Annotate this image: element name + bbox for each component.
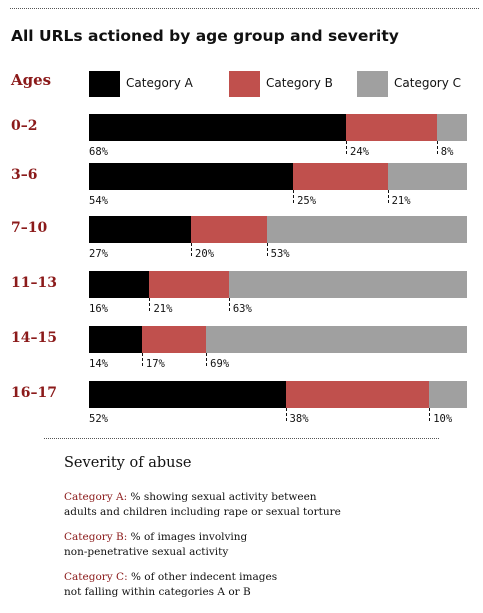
legend-label: Category B — [266, 76, 333, 90]
bar-segment — [206, 326, 467, 353]
note-text: % of images involving — [127, 531, 248, 543]
severity-note: Category B: % of images involving non-pen… — [64, 530, 464, 560]
ages-axis-label: Ages — [11, 71, 52, 89]
percent-label: 54% — [89, 195, 108, 207]
note-text-continued: non-penetrative sexual activity — [64, 546, 229, 558]
note-category-key: Category B: — [64, 531, 128, 543]
bar-segment — [141, 326, 207, 353]
age-group-label: 11–13 — [11, 275, 57, 291]
legend-swatch — [357, 71, 388, 97]
percent-label: 16% — [89, 303, 108, 315]
age-group-label: 3–6 — [11, 167, 38, 183]
segment-tick — [286, 408, 287, 421]
percent-label: 53% — [270, 248, 290, 260]
note-text: % showing sexual activity between — [127, 491, 317, 503]
bar-segment — [89, 163, 294, 190]
bar-segment — [89, 114, 347, 141]
segment-tick — [437, 141, 438, 154]
segment-tick — [149, 298, 150, 311]
note-text: % of other indecent images — [127, 571, 278, 583]
bar-segment — [89, 271, 150, 298]
bar-segment — [149, 271, 229, 298]
percent-label: 68% — [89, 146, 108, 158]
severity-note: Category C: % of other indecent images no… — [64, 570, 464, 600]
legend-label: Category C — [394, 76, 462, 90]
bar-segment — [89, 216, 192, 243]
percent-label: 25% — [297, 195, 317, 207]
chart-title: All URLs actioned by age group and sever… — [11, 27, 399, 45]
percent-label: 21% — [153, 303, 173, 315]
percent-label: 69% — [210, 358, 230, 370]
age-group-label: 16–17 — [11, 385, 57, 401]
age-group-label: 0–2 — [11, 118, 38, 134]
notes-title: Severity of abuse — [64, 455, 192, 471]
bar-segment — [387, 163, 467, 190]
legend-swatch — [229, 71, 260, 97]
note-category-key: Category C: — [64, 571, 128, 583]
percent-label: 24% — [350, 146, 369, 158]
segment-tick — [206, 353, 207, 366]
segment-tick — [346, 141, 347, 154]
percent-label: 38% — [289, 413, 309, 425]
bar-segment — [285, 381, 430, 408]
bar-segment — [429, 381, 467, 408]
percent-label: 52% — [89, 413, 108, 425]
age-group-label: 7–10 — [11, 220, 48, 236]
severity-note: Category A: % showing sexual activity be… — [64, 490, 464, 520]
percent-label: 8% — [440, 146, 454, 158]
percent-label: 20% — [195, 248, 215, 260]
bar-segment — [89, 326, 142, 353]
bar-segment — [191, 216, 267, 243]
top-divider — [10, 8, 479, 9]
percent-label: 17% — [145, 358, 165, 370]
legend-label: Category A — [126, 76, 193, 90]
note-category-key: Category A: — [64, 491, 128, 503]
percent-label: 63% — [232, 303, 252, 315]
segment-tick — [429, 408, 430, 421]
segment-tick — [142, 353, 143, 366]
segment-tick — [388, 190, 389, 203]
bar-segment — [436, 114, 467, 141]
bottom-divider — [44, 438, 439, 439]
segment-tick — [191, 243, 192, 256]
note-text-continued: adults and children including rape or se… — [64, 506, 341, 518]
bar-segment — [346, 114, 437, 141]
bar-segment — [228, 271, 467, 298]
percent-label: 10% — [433, 413, 453, 425]
bar-segment — [89, 381, 286, 408]
bar-segment — [266, 216, 467, 243]
legend-swatch — [89, 71, 120, 97]
segment-tick — [229, 298, 230, 311]
segment-tick — [267, 243, 268, 256]
percent-label: 21% — [391, 195, 411, 207]
bar-segment — [293, 163, 388, 190]
age-group-label: 14–15 — [11, 330, 57, 346]
segment-tick — [293, 190, 294, 203]
note-text-continued: not falling within categories A or B — [64, 586, 251, 598]
percent-label: 14% — [89, 358, 108, 370]
percent-label: 27% — [89, 248, 108, 260]
